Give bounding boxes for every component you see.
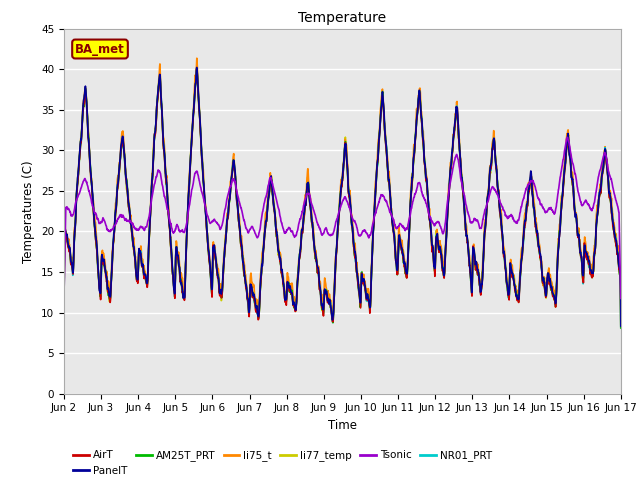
Text: BA_met: BA_met [75,43,125,56]
Title: Temperature: Temperature [298,11,387,25]
X-axis label: Time: Time [328,419,357,432]
Legend: AirT, PanelT, AM25T_PRT, li75_t, li77_temp, Tsonic, NR01_PRT: AirT, PanelT, AM25T_PRT, li75_t, li77_te… [69,446,496,480]
Y-axis label: Temperatures (C): Temperatures (C) [22,160,35,263]
